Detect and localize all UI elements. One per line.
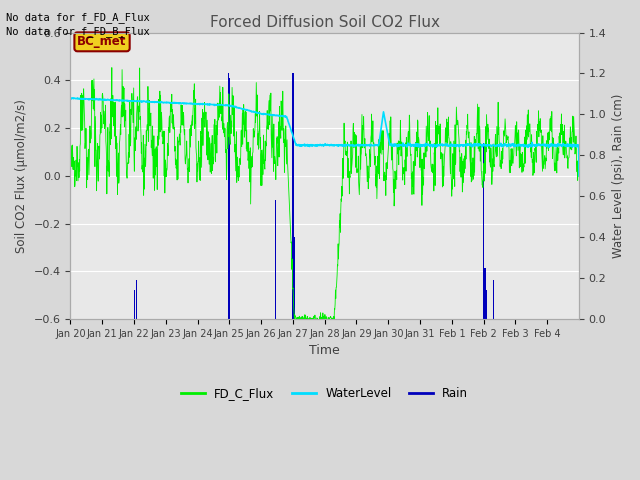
Bar xyxy=(275,200,276,319)
Bar xyxy=(486,290,487,319)
Bar xyxy=(483,143,484,319)
Y-axis label: Soil CO2 Flux (μmol/m2/s): Soil CO2 Flux (μmol/m2/s) xyxy=(15,99,28,253)
Bar xyxy=(134,290,135,319)
Legend: FD_C_Flux, WaterLevel, Rain: FD_C_Flux, WaterLevel, Rain xyxy=(177,383,473,405)
Bar xyxy=(136,280,137,319)
X-axis label: Time: Time xyxy=(309,344,340,357)
Y-axis label: Water Level (psi), Rain (cm): Water Level (psi), Rain (cm) xyxy=(612,94,625,258)
Bar xyxy=(294,237,295,319)
Text: No data for f_FD_B_Flux: No data for f_FD_B_Flux xyxy=(6,26,150,37)
Bar xyxy=(292,73,294,319)
Text: No data for f_FD_A_Flux: No data for f_FD_A_Flux xyxy=(6,12,150,23)
Bar xyxy=(228,78,230,319)
Text: BC_met: BC_met xyxy=(77,36,127,48)
Title: Forced Diffusion Soil CO2 Flux: Forced Diffusion Soil CO2 Flux xyxy=(210,15,440,30)
Bar xyxy=(493,280,494,319)
Bar xyxy=(228,73,229,319)
Bar xyxy=(484,268,486,319)
